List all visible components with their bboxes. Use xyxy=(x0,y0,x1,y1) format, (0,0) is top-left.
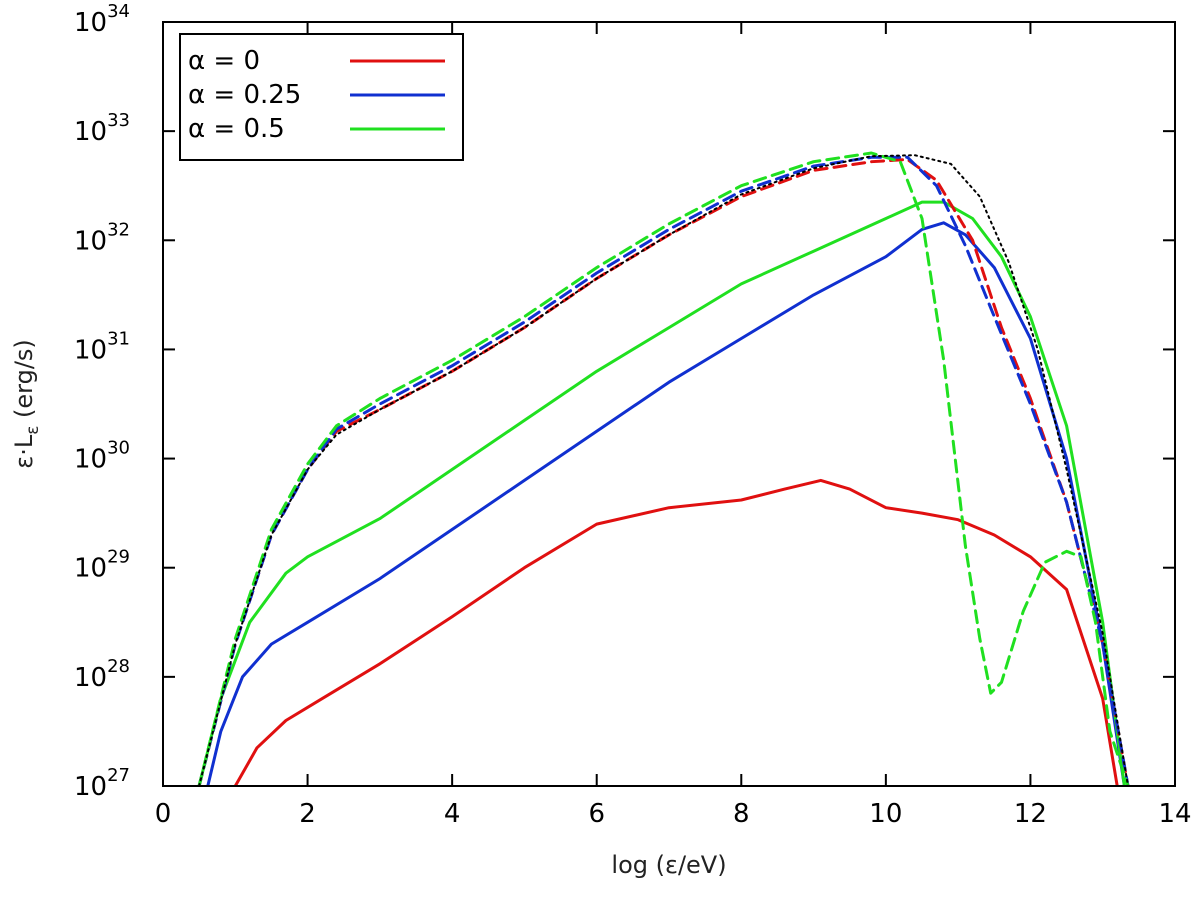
tick-layer: 0 2 4 6 8 10 12 14 1027 1028 1029 1030 1031 1032 1033 1… xyxy=(74,1,1192,829)
y-tick-label-6: 1033 xyxy=(74,110,130,147)
legend-label-0: α = 0 xyxy=(188,46,260,76)
y-tick-label-2: 1029 xyxy=(74,547,130,584)
legend-label-1: α = 0.25 xyxy=(188,80,301,110)
series-layer xyxy=(197,151,1130,786)
y-tick-label-0: 1027 xyxy=(74,765,130,802)
series-line-2 xyxy=(197,200,1126,786)
series-line-4 xyxy=(197,155,1130,786)
y-tick-label-4: 1031 xyxy=(74,328,130,365)
y-tick-label-1: 1028 xyxy=(74,656,130,693)
x-tick-label-6: 12 xyxy=(1014,799,1047,829)
y-tick-label-3: 1030 xyxy=(74,438,130,475)
y-tick-label-7: 1034 xyxy=(74,1,130,38)
x-tick-label-3: 6 xyxy=(588,799,605,829)
legend: α = 0 α = 0.25 α = 0.5 xyxy=(179,33,464,161)
x-tick-label-7: 14 xyxy=(1158,799,1191,829)
y-axis-title-unit: (erg/s) xyxy=(10,339,38,425)
y-axis-title-sub: ε xyxy=(23,426,43,435)
x-tick-label-0: 0 xyxy=(155,799,172,829)
plot-frame xyxy=(162,21,1176,787)
x-tick-label-1: 2 xyxy=(299,799,316,829)
legend-box xyxy=(179,33,464,161)
series-line-1 xyxy=(206,221,1126,786)
x-axis-title: log (ε/eV) xyxy=(611,851,726,879)
x-tick-label-4: 8 xyxy=(733,799,750,829)
x-tick-label-2: 4 xyxy=(444,799,461,829)
series-line-6 xyxy=(198,154,1129,786)
y-axis-title-main: ε·L xyxy=(10,434,38,469)
y-tick-label-5: 1032 xyxy=(74,219,130,256)
y-axis-title: ε·Lε (erg/s) xyxy=(10,339,43,469)
series-line-0 xyxy=(233,478,1119,786)
series-line-5 xyxy=(197,151,1130,786)
legend-label-2: α = 0.5 xyxy=(188,114,285,144)
x-tick-label-5: 10 xyxy=(869,799,902,829)
